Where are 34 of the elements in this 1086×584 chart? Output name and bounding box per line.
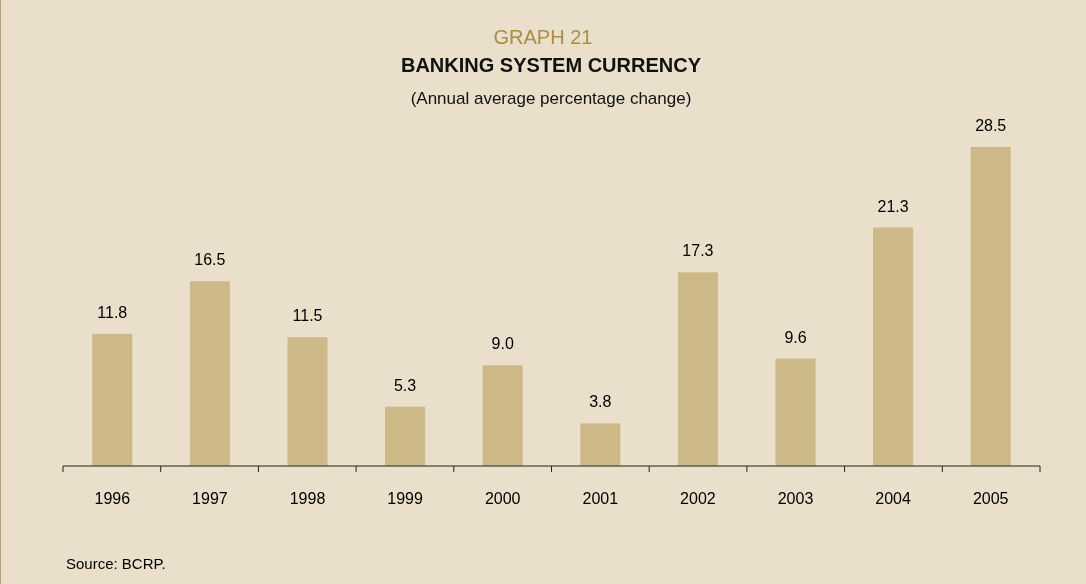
bar	[189, 281, 230, 466]
bar	[287, 337, 328, 466]
data-label: 11.8	[97, 303, 128, 321]
data-label: 17.3	[682, 242, 714, 260]
chart-subtitle: (Annual average percentage change)	[410, 89, 692, 108]
x-tick-label: 1996	[94, 490, 131, 507]
caption: GRAPH 21	[493, 26, 593, 48]
data-label: 9.6	[784, 328, 807, 346]
bar	[482, 365, 523, 466]
data-label: 5.3	[393, 376, 417, 394]
bar	[677, 272, 718, 466]
bar	[873, 227, 914, 466]
data-label: 16.5	[194, 251, 226, 269]
x-tick-label: 1997	[192, 490, 228, 507]
bar	[970, 147, 1011, 466]
source-note: Source: BCRP.	[66, 555, 166, 572]
chart-title: BANKING SYSTEM CURRENCY	[400, 54, 702, 76]
data-label: 21.3	[877, 197, 909, 215]
data-label: 28.5	[975, 117, 1007, 134]
x-tick-label: 2000	[484, 490, 521, 507]
bar	[580, 423, 621, 466]
bar	[92, 333, 133, 466]
data-label: 9.0	[491, 335, 514, 353]
x-tick-label: 2002	[680, 490, 716, 507]
x-tick-label: 2005	[972, 490, 1009, 507]
data-label: 3.8	[589, 393, 612, 411]
x-tick-label: 1999	[387, 490, 423, 507]
data-label: 11.5	[292, 307, 323, 325]
bar	[385, 406, 426, 466]
x-tick-label: 1998	[289, 490, 326, 507]
x-tick-label: 2001	[582, 490, 619, 507]
x-tick-label: 2004	[875, 490, 912, 507]
bar	[775, 358, 816, 466]
x-tick-label: 2003	[777, 490, 814, 507]
